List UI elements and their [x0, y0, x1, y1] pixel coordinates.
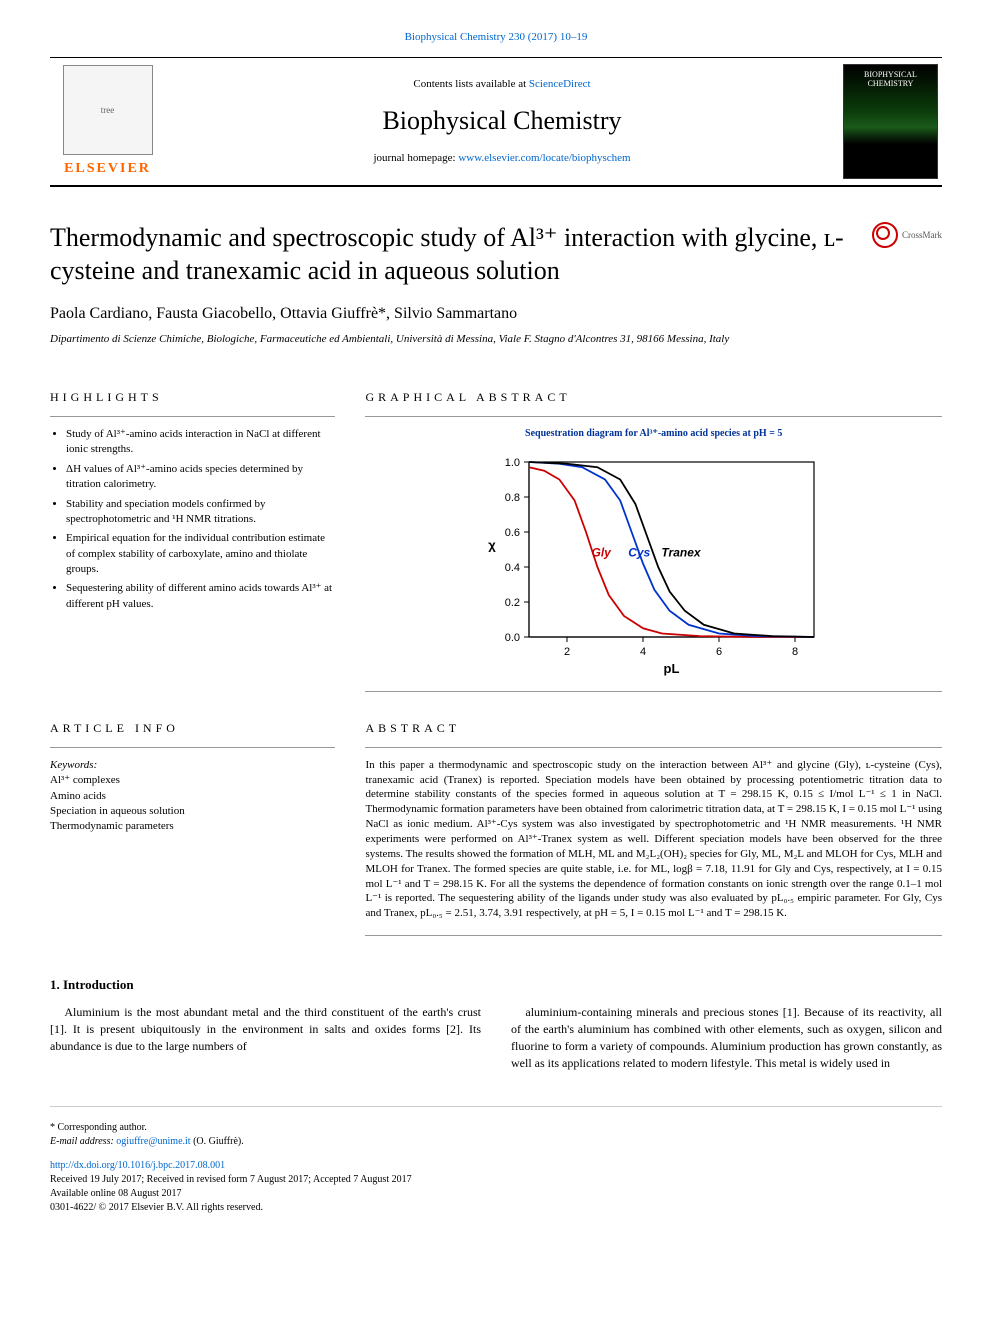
- highlight-item: Stability and speciation models confirme…: [66, 497, 335, 528]
- title-row: Thermodynamic and spectroscopic study of…: [50, 222, 942, 287]
- journal-homepage-link[interactable]: www.elsevier.com/locate/biophyschem: [458, 152, 630, 164]
- sequestration-chart-svg: 0.0 0.2 0.4 0.6 0.8 1.0 2 4 6 8 pL χ Gly Cys Tranex: [474, 447, 834, 677]
- paper-title: Thermodynamic and spectroscopic study of…: [50, 222, 852, 287]
- graphical-abstract-label: GRAPHICAL ABSTRACT: [365, 389, 942, 406]
- crossmark-icon: [872, 222, 898, 248]
- elsevier-wordmark: ELSEVIER: [64, 159, 151, 179]
- homepage-prefix: journal homepage:: [373, 152, 458, 164]
- corresponding-author: * Corresponding author.: [50, 1121, 942, 1135]
- article-info-block: ARTICLE INFO Keywords: Al³⁺ complexesAmi…: [50, 698, 335, 946]
- divider: [365, 935, 942, 936]
- intro-heading: 1. Introduction: [50, 976, 942, 994]
- graphical-abstract-chart: Sequestration diagram for Al³⁺-amino aci…: [365, 427, 942, 692]
- corresponding-email-link[interactable]: ogiuffre@unime.it: [116, 1136, 190, 1147]
- copyright-line: 0301-4622/ © 2017 Elsevier B.V. All righ…: [50, 1201, 942, 1215]
- intro-para-2: aluminium-containing minerals and precio…: [511, 1004, 942, 1071]
- journal-cover-thumbnail: BIOPHYSICAL CHEMISTRY: [843, 64, 938, 179]
- divider: [50, 747, 335, 748]
- svg-text:6: 6: [716, 646, 722, 658]
- header-center: Contents lists available at ScienceDirec…: [165, 58, 839, 185]
- svg-text:0.4: 0.4: [504, 562, 519, 574]
- footer-block: * Corresponding author. E-mail address: …: [50, 1106, 942, 1215]
- crossmark-label: CrossMark: [902, 229, 942, 242]
- intro-body: Aluminium is the most abundant metal and…: [50, 1004, 942, 1071]
- email-line: E-mail address: ogiuffre@unime.it (O. Gi…: [50, 1135, 942, 1149]
- svg-text:0.8: 0.8: [504, 492, 519, 504]
- received-line: Received 19 July 2017; Received in revis…: [50, 1173, 942, 1187]
- svg-text:χ: χ: [488, 537, 496, 552]
- doi-link[interactable]: http://dx.doi.org/10.1016/j.bpc.2017.08.…: [50, 1160, 225, 1171]
- svg-text:Gly: Gly: [591, 545, 612, 559]
- svg-text:Cys: Cys: [628, 545, 650, 559]
- highlight-item: ΔH values of Al³⁺-amino acids species de…: [66, 462, 335, 493]
- abstract-text: In this paper a thermodynamic and spectr…: [365, 758, 942, 921]
- chart-svg-wrap: 0.0 0.2 0.4 0.6 0.8 1.0 2 4 6 8 pL χ Gly Cys Tranex: [365, 447, 942, 677]
- highlights-graphical-row: HIGHLIGHTS Study of Al³⁺-amino acids int…: [50, 367, 942, 698]
- volume-citation-link[interactable]: Biophysical Chemistry 230 (2017) 10–19: [405, 31, 588, 43]
- svg-text:8: 8: [792, 646, 798, 658]
- chart-title: Sequestration diagram for Al³⁺-amino aci…: [365, 427, 942, 441]
- svg-text:Tranex: Tranex: [661, 545, 701, 559]
- svg-text:1.0: 1.0: [504, 457, 519, 469]
- email-label: E-mail address:: [50, 1136, 116, 1147]
- article-info-label: ARTICLE INFO: [50, 720, 335, 737]
- keyword-item: Thermodynamic parameters: [50, 819, 335, 834]
- abstract-label: ABSTRACT: [365, 720, 942, 737]
- keyword-item: Speciation in aqueous solution: [50, 804, 335, 819]
- highlight-item: Study of Al³⁺-amino acids interaction in…: [66, 427, 335, 458]
- available-line: Available online 08 August 2017: [50, 1187, 942, 1201]
- contents-lists-line: Contents lists available at ScienceDirec…: [413, 77, 590, 92]
- svg-text:2: 2: [564, 646, 570, 658]
- crossmark-badge[interactable]: CrossMark: [872, 222, 942, 248]
- highlights-list: Study of Al³⁺-amino acids interaction in…: [50, 427, 335, 612]
- divider: [50, 416, 335, 417]
- highlight-item: Empirical equation for the individual co…: [66, 531, 335, 577]
- sciencedirect-link[interactable]: ScienceDirect: [529, 78, 591, 90]
- volume-citation: Biophysical Chemistry 230 (2017) 10–19: [50, 30, 942, 45]
- contents-prefix: Contents lists available at: [413, 78, 528, 90]
- graphical-abstract-block: GRAPHICAL ABSTRACT Sequestration diagram…: [365, 367, 942, 698]
- divider: [365, 416, 942, 417]
- highlight-item: Sequestering ability of different amino …: [66, 581, 335, 612]
- info-abstract-row: ARTICLE INFO Keywords: Al³⁺ complexesAmi…: [50, 698, 942, 946]
- publisher-logo-block: tree ELSEVIER: [50, 58, 165, 185]
- author-list: Paola Cardiano, Fausta Giacobello, Ottav…: [50, 303, 942, 325]
- highlights-label: HIGHLIGHTS: [50, 389, 335, 406]
- email-suffix: (O. Giuffrè).: [191, 1136, 244, 1147]
- keywords-label: Keywords:: [50, 758, 335, 773]
- keyword-item: Al³⁺ complexes: [50, 773, 335, 788]
- journal-header: tree ELSEVIER Contents lists available a…: [50, 57, 942, 187]
- doi-line: http://dx.doi.org/10.1016/j.bpc.2017.08.…: [50, 1159, 942, 1173]
- elsevier-tree-icon: tree: [63, 65, 153, 155]
- keywords-list: Al³⁺ complexesAmino acidsSpeciation in a…: [50, 773, 335, 835]
- intro-para-1: Aluminium is the most abundant metal and…: [50, 1004, 481, 1054]
- svg-text:pL: pL: [663, 661, 679, 676]
- svg-text:0.6: 0.6: [504, 527, 519, 539]
- abstract-block: ABSTRACT In this paper a thermodynamic a…: [365, 698, 942, 946]
- journal-name: Biophysical Chemistry: [382, 103, 621, 139]
- svg-text:4: 4: [640, 646, 646, 658]
- divider: [365, 747, 942, 748]
- highlights-block: HIGHLIGHTS Study of Al³⁺-amino acids int…: [50, 367, 335, 698]
- journal-homepage-line: journal homepage: www.elsevier.com/locat…: [373, 151, 630, 166]
- svg-text:0.0: 0.0: [504, 632, 519, 644]
- keyword-item: Amino acids: [50, 789, 335, 804]
- svg-text:0.2: 0.2: [504, 597, 519, 609]
- cover-text-2: CHEMISTRY: [868, 80, 914, 89]
- affiliation: Dipartimento di Scienze Chimiche, Biolog…: [50, 332, 942, 347]
